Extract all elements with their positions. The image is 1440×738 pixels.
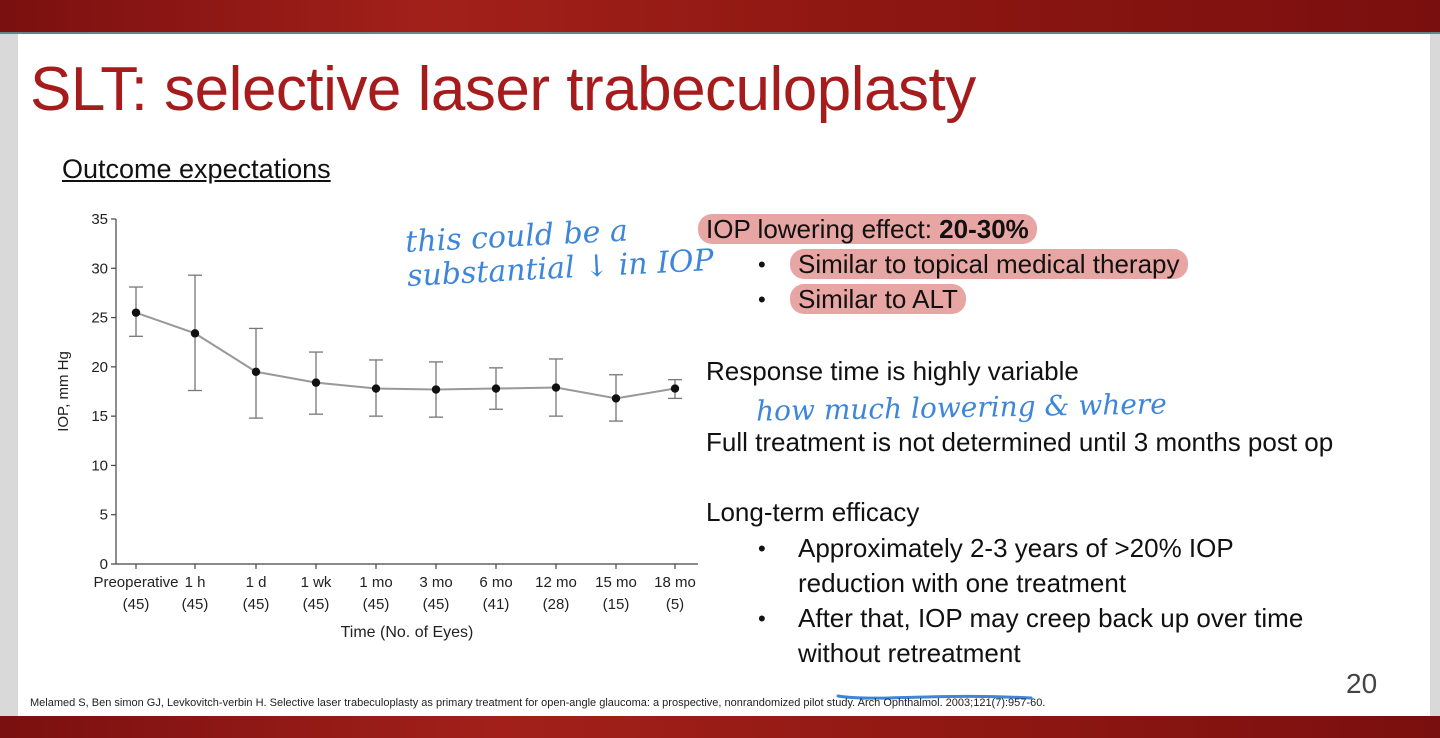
y-axis-label: IOP, mm Hg [55, 351, 72, 432]
bullet-dot: • [758, 536, 766, 561]
bullet-dot: • [758, 606, 766, 631]
x-tick-count-label: (45) [243, 596, 270, 613]
sub-bullet-alt: Similar to ALT [790, 284, 966, 315]
lt-sub1-line1: Approximately 2-3 years of >20% IOP [798, 533, 1234, 563]
lt-sub1-line2: reduction with one treatment [798, 568, 1127, 598]
top-decorative-band [0, 0, 1440, 34]
long-term-heading: Long-term efficacy [706, 497, 920, 527]
data-point [371, 384, 381, 393]
handwritten-underline [836, 694, 1033, 700]
y-tick-label: 0 [100, 556, 108, 573]
x-tick-count-label: (15) [603, 596, 630, 613]
y-tick-label: 30 [91, 260, 108, 277]
data-point [251, 367, 261, 376]
full-treatment-text: Full treatment is not determined until 3… [706, 427, 1334, 457]
x-tick-label: Preoperative [93, 574, 178, 591]
lt-sub2-line2: without retreatment [798, 638, 1021, 669]
y-tick-label: 5 [100, 507, 108, 524]
x-tick-label: 15 mo [595, 574, 637, 591]
x-tick-count-label: (28) [543, 596, 570, 613]
bottom-decorative-band [0, 716, 1440, 738]
data-point [311, 378, 321, 387]
x-tick-label: 1 d [246, 574, 267, 591]
lt-sub2-line2-a: with [798, 638, 845, 668]
highlight-topical: Similar to topical medical therapy [790, 249, 1188, 279]
highlight-iop-effect: IOP lowering effect: 20-30% [698, 214, 1037, 244]
bullet-dot: • [758, 252, 766, 277]
x-tick-count-label: (5) [666, 596, 684, 613]
y-tick-label: 35 [91, 211, 108, 228]
data-point [131, 308, 141, 317]
data-point [611, 394, 621, 403]
x-axis-label: Time (No. of Eyes) [341, 624, 474, 641]
lt-sub2-line2-b: out retreatment [844, 638, 1021, 668]
x-tick-label: 1 h [185, 574, 206, 591]
x-tick-label: 12 mo [535, 574, 577, 591]
page-number: 20 [1346, 668, 1378, 699]
data-point [431, 385, 441, 394]
series-line [135, 311, 676, 400]
data-point [491, 384, 501, 393]
x-tick-count-label: (45) [423, 596, 450, 613]
iop-effect-label: IOP lowering effect: [706, 214, 940, 244]
data-point [551, 383, 561, 392]
lt-sub2-line1: After that, IOP may creep back up over t… [798, 603, 1304, 633]
x-tick-label: 3 mo [419, 574, 452, 591]
x-tick-count-label: (45) [182, 596, 209, 613]
y-tick-label: 25 [91, 310, 108, 327]
response-time-text: Response time is highly variable [706, 356, 1079, 386]
x-tick-label: 1 wk [301, 574, 332, 591]
slide: SLT: selective laser trabeculoplasty Out… [18, 34, 1430, 716]
section-subtitle: Outcome expectations [62, 154, 331, 184]
iop-effect-line: IOP lowering effect: 20-30% [698, 214, 1037, 245]
y-tick-label: 20 [91, 359, 108, 376]
data-point [670, 384, 680, 393]
x-tick-count-label: (45) [123, 596, 150, 613]
x-tick-count-label: (45) [363, 596, 390, 613]
handwritten-note-mid: how much lowering & where [755, 387, 1168, 428]
x-tick-label: 6 mo [479, 574, 512, 591]
bullet-dot: • [758, 287, 766, 312]
highlight-alt: Similar to ALT [790, 284, 966, 314]
data-point [190, 329, 200, 338]
citation: Melamed S, Ben simon GJ, Levkovitch-verb… [30, 697, 1046, 709]
x-tick-label: 18 mo [654, 574, 696, 591]
iop-effect-value: 20-30% [939, 214, 1029, 244]
slide-title: SLT: selective laser trabeculoplasty [30, 55, 976, 124]
sub-bullet-topical: Similar to topical medical therapy [790, 249, 1188, 280]
y-tick-label: 15 [91, 408, 108, 425]
x-tick-count-label: (45) [303, 596, 330, 613]
x-tick-count-label: (41) [483, 596, 510, 613]
y-tick-label: 10 [91, 457, 108, 474]
x-tick-label: 1 mo [359, 574, 392, 591]
